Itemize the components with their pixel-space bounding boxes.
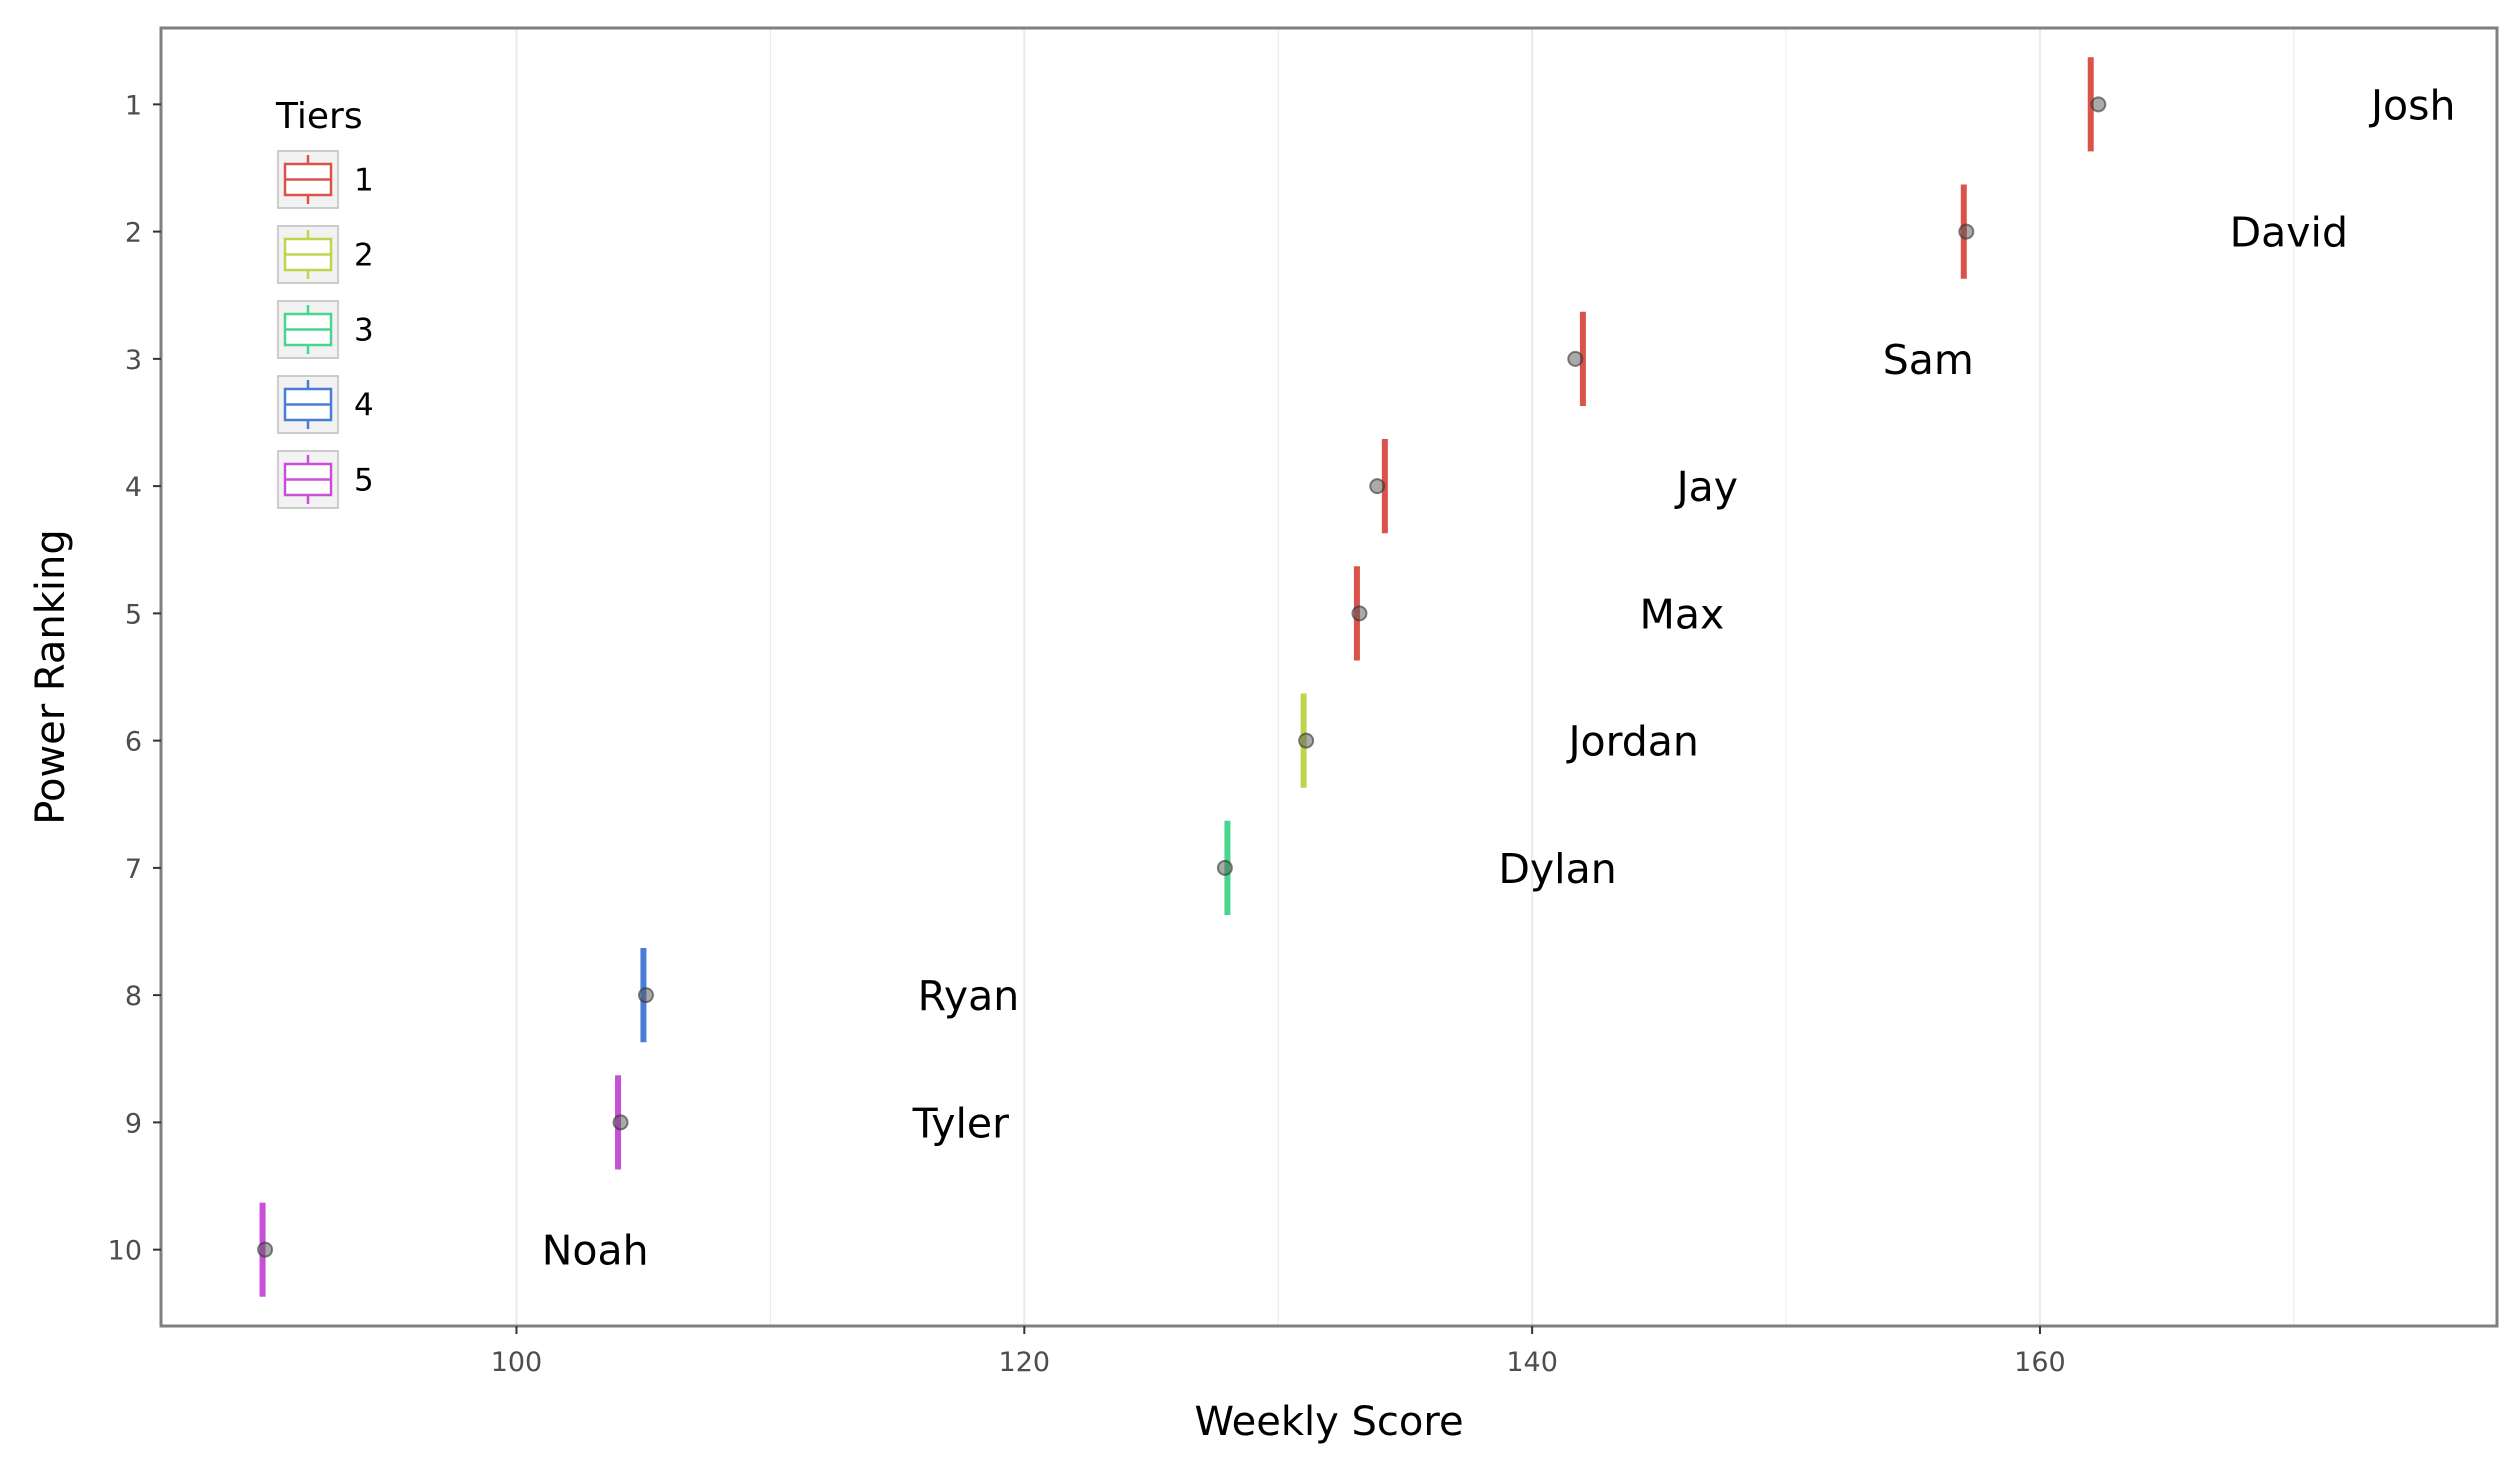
legend-label: 2 [354, 238, 374, 274]
y-tick-label: 8 [125, 981, 142, 1012]
name-label: Jordan [1565, 718, 1698, 766]
y-tick-label: 5 [125, 599, 142, 630]
score-point [257, 1241, 274, 1258]
x-tick-label: 160 [2014, 1347, 2066, 1378]
y-tick-label: 4 [125, 472, 142, 503]
score-point [2090, 96, 2107, 113]
score-point [1298, 732, 1315, 749]
legend-label: 4 [354, 388, 374, 424]
name-label: David [2230, 209, 2348, 257]
score-point [1958, 223, 1975, 240]
name-label: Tyler [912, 1099, 1010, 1147]
score-point [1567, 350, 1584, 367]
x-tick-label: 100 [491, 1347, 543, 1378]
y-tick-label: 1 [125, 90, 142, 121]
y-tick-label: 3 [125, 345, 142, 376]
y-tick-label: 9 [125, 1108, 142, 1139]
x-axis-title: Weekly Score [1194, 1399, 1463, 1445]
name-label: Max [1640, 590, 1725, 638]
x-tick-label: 140 [1506, 1347, 1558, 1378]
x-tick-label: 120 [999, 1347, 1051, 1378]
score-point [1216, 859, 1233, 876]
score-point [637, 987, 654, 1004]
legend-label: 5 [354, 463, 374, 499]
legend-title: Tiers [275, 96, 363, 137]
name-label: Sam [1883, 336, 1974, 384]
score-point [612, 1114, 629, 1131]
name-label: Jay [1674, 463, 1738, 511]
panel-border [159, 26, 2499, 1328]
y-axis-title: Power Ranking [28, 529, 74, 824]
legend-label: 1 [354, 163, 374, 199]
name-label: Ryan [918, 972, 1020, 1020]
score-point [1369, 478, 1386, 495]
name-label: Josh [2368, 81, 2456, 129]
name-label: Noah [542, 1227, 649, 1275]
axes: 100 120 140 160 1 2 3 4 5 6 7 8 9 10 [108, 90, 2066, 1378]
name-labels: Josh David Sam Jay Max Jordan Dylan Ryan Tyler No… [542, 81, 2456, 1274]
score-point [1351, 605, 1368, 622]
y-tick-label: 10 [108, 1236, 142, 1267]
legend-label: 3 [354, 313, 374, 349]
name-label: Dylan [1498, 845, 1616, 893]
y-tick-label: 2 [125, 218, 142, 249]
score-points [257, 96, 2107, 1258]
y-tick-label: 7 [125, 854, 142, 885]
y-tick-label: 6 [125, 727, 142, 758]
grid-lines [515, 28, 2295, 1326]
tier-legend: Tiers 1 2 3 4 5 [275, 96, 374, 509]
